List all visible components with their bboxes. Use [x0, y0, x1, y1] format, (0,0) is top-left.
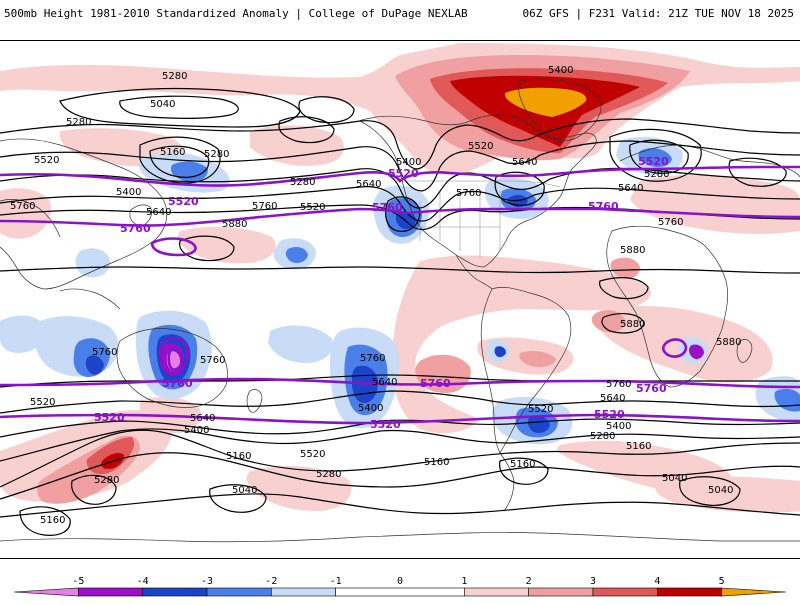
- contour-label-5400-e: 5400: [184, 425, 209, 436]
- purple-label-5760-b: 5760: [372, 201, 403, 214]
- contour-label-5160-c: 5160: [424, 457, 449, 468]
- contour-label-5640-c: 5640: [146, 207, 171, 218]
- anomaly-map-canvas: 5280 5280 5280 5280 5280 5280 5160 5400 …: [0, 41, 800, 558]
- purple-label-5520-a: 5520: [168, 195, 199, 208]
- purple-label-5520-d: 5520: [94, 411, 125, 424]
- contour-label-5640-d: 5640: [618, 183, 643, 194]
- colorbar-swatch: [593, 588, 657, 596]
- contour-label-5280-a: 5280: [162, 71, 187, 82]
- contour-label-5640-e: 5640: [372, 377, 397, 388]
- anomaly-colorbar-canvas: -5 -4 -3 -2 -1 0 1 2 3 4 5: [0, 572, 800, 600]
- contour-label-5160-d: 5160: [510, 459, 535, 470]
- purple-label-5520-c: 5520: [638, 155, 669, 168]
- contour-label-5640-f: 5640: [600, 393, 625, 404]
- contour-label-5880-d: 5880: [716, 337, 741, 348]
- colorbar-swatches: [14, 588, 786, 596]
- map-header: 500mb Height 1981-2010 Standardized Anom…: [0, 0, 800, 28]
- colorbar-swatch: [657, 588, 721, 596]
- purple-label-5760-a: 5760: [120, 222, 151, 235]
- colorbar-swatch: [78, 588, 142, 596]
- colorbar-tick-label: 4: [654, 576, 660, 587]
- model-run-valid-time: 06Z GFS | F231 Valid: 21Z TUE NOV 18 202…: [522, 7, 794, 20]
- colorbar-swatch: [14, 588, 78, 596]
- colorbar-swatch: [464, 588, 528, 596]
- contour-label-5640-a: 5640: [512, 157, 537, 168]
- contour-5040-arctic: [120, 96, 239, 118]
- contour-label-5160-e: 5160: [626, 441, 651, 452]
- colorbar-swatch: [143, 588, 207, 596]
- colorbar-tick-labels: -5 -4 -3 -2 -1 0 1 2 3 4 5: [72, 576, 724, 587]
- contour-label-5400-a: 5400: [548, 65, 573, 76]
- contour-label-5520-e: 5520: [528, 404, 553, 415]
- contour-label-5280-g: 5280: [590, 431, 615, 442]
- colorbar-tick-label: 3: [590, 576, 596, 587]
- contour-label-5520-f: 5520: [300, 449, 325, 460]
- colorbar-tick-label: 2: [526, 576, 532, 587]
- contour-label-5280-e: 5280: [644, 169, 669, 180]
- colorbar-tick-label: -2: [265, 576, 277, 587]
- colorbar-tick-label: 5: [719, 576, 725, 587]
- anomaly-shading: [0, 43, 800, 513]
- colorbar-tick-label: 1: [461, 576, 467, 587]
- contour-label-5760-b: 5760: [252, 201, 277, 212]
- contour-label-5640-b: 5640: [356, 179, 381, 190]
- contour-5880-tropics: [0, 267, 800, 273]
- purple-label-5760-c: 5760: [588, 200, 619, 213]
- contour-label-5520-a: 5520: [34, 155, 59, 166]
- contour-label-5400-d: 5400: [358, 403, 383, 414]
- anomaly-colorbar: -5 -4 -3 -2 -1 0 1 2 3 4 5: [0, 572, 800, 600]
- contour-label-5280-h: 5280: [316, 469, 341, 480]
- purple-label-5760-f: 5760: [162, 377, 193, 390]
- colorbar-swatch: [336, 588, 465, 596]
- contour-label-5520-c: 5520: [300, 202, 325, 213]
- contour-label-5880-a: 5880: [222, 219, 247, 230]
- contour-label-5280-f: 5280: [94, 475, 119, 486]
- contour-label-5760-d: 5760: [658, 217, 683, 228]
- contour-label-5760-f: 5760: [200, 355, 225, 366]
- colorbar-tick-label: 0: [397, 576, 403, 587]
- colorbar-tick-label: -4: [137, 576, 149, 587]
- purple-label-5520-f: 5520: [594, 408, 625, 421]
- colorbar-swatch: [529, 588, 593, 596]
- contour-label-5520-d: 5520: [30, 397, 55, 408]
- purple-label-5520-b: 5520: [388, 167, 419, 180]
- contour-label-5880-c: 5880: [620, 319, 645, 330]
- contour-label-5760-h: 5760: [606, 379, 631, 390]
- colorbar-tick-label: -5: [72, 576, 84, 587]
- contour-label-5760-c: 5760: [456, 188, 481, 199]
- contour-label-5280-c: 5280: [204, 149, 229, 160]
- purple-label-5760-d: 5760: [420, 377, 451, 390]
- contour-label-5760-a: 5760: [10, 201, 35, 212]
- contour-label-5040-b: 5040: [662, 473, 687, 484]
- contour-label-5880-b: 5880: [620, 245, 645, 256]
- contour-label-5040-a: 5040: [232, 485, 257, 496]
- contour-label-5160-b: 5160: [226, 451, 251, 462]
- negative-anomaly-philippines: [76, 248, 111, 277]
- contour-label-5040-d: 5040: [150, 99, 175, 110]
- contour-label-5160-a: 5160: [160, 147, 185, 158]
- coast-antarctica: [0, 532, 800, 541]
- contour-label-5400-c: 5400: [116, 187, 141, 198]
- colorbar-swatch: [207, 588, 271, 596]
- contour-label-5760-g: 5760: [360, 353, 385, 364]
- contour-label-5160-f: 5160: [40, 515, 65, 526]
- contour-label-5640-g: 5640: [190, 413, 215, 424]
- contour-label-5040-c: 5040: [708, 485, 733, 496]
- purple-label-5520-e: 5520: [370, 418, 401, 431]
- colorbar-swatch: [722, 588, 786, 596]
- colorbar-swatch: [271, 588, 335, 596]
- anomaly-map: 5280 5280 5280 5280 5280 5280 5160 5400 …: [0, 40, 800, 559]
- contour-label-5280-b: 5280: [66, 117, 91, 128]
- contour-label-5760-e: 5760: [92, 347, 117, 358]
- positive-anomaly-west-pacific: [0, 188, 51, 238]
- coast-new-zealand: [247, 389, 262, 412]
- contour-label-5520-b: 5520: [468, 141, 493, 152]
- purple-label-5760-e: 5760: [636, 382, 667, 395]
- coast-indonesia: [60, 289, 120, 309]
- contour-label-5280-d: 5280: [290, 177, 315, 188]
- product-title: 500mb Height 1981-2010 Standardized Anom…: [4, 7, 468, 20]
- negative-anomaly-tasman: [268, 325, 333, 363]
- colorbar-tick-label: -1: [330, 576, 342, 587]
- colorbar-tick-label: -3: [201, 576, 213, 587]
